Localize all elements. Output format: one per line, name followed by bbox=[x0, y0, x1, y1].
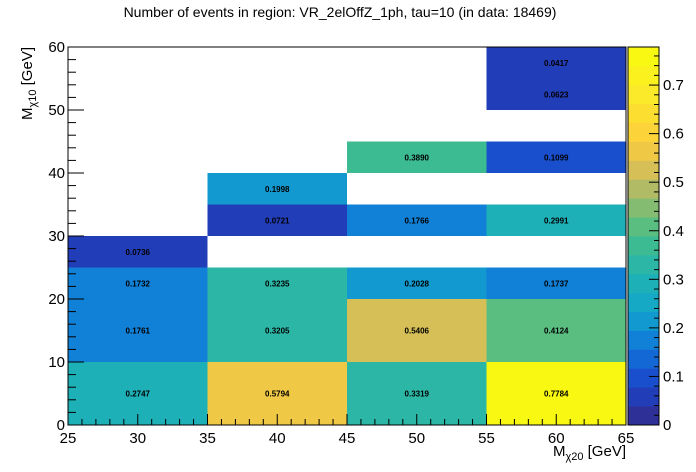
cell-value-label: 0.2991 bbox=[544, 216, 569, 225]
heatmap-cell bbox=[486, 204, 626, 236]
colorbar-swatch bbox=[628, 236, 659, 256]
colorbar-swatch bbox=[628, 122, 659, 142]
x-tick-label: 50 bbox=[408, 430, 425, 447]
y-tick-label: 10 bbox=[48, 354, 65, 371]
colorbar-axis: 0 0.1 0.2 0.3 0.4 0.5 0.6 0.7 bbox=[649, 55, 684, 434]
colorbar-swatch bbox=[628, 84, 659, 105]
x-tick-label: 40 bbox=[269, 430, 286, 447]
colorbar-swatch bbox=[628, 141, 659, 161]
heatmap-cell bbox=[486, 78, 626, 110]
cell-value-label: 0.1998 bbox=[265, 185, 290, 194]
cell-value-label: 0.3235 bbox=[265, 279, 290, 288]
colorbar-tick-label: 0.6 bbox=[663, 126, 684, 143]
heatmap-cell bbox=[207, 173, 347, 205]
heatmap-cell bbox=[68, 236, 208, 268]
cell-value-label: 0.2028 bbox=[405, 279, 430, 288]
x-tick-label: 25 bbox=[60, 430, 77, 447]
y-axis-label-sub: χ10 bbox=[27, 90, 39, 108]
colorbar-swatch bbox=[628, 47, 659, 67]
chart-title: Number of events in region: VR_2elOffZ_1… bbox=[124, 4, 557, 20]
cell-value-label: 0.3205 bbox=[265, 327, 290, 336]
y-axis-label-main: M bbox=[19, 108, 36, 121]
heatmap-cell-labels: 0.2747 0.5794 0.3319 0.7784 0.1761 0.3205 0.54… bbox=[126, 59, 570, 399]
y-tick-label: 0 bbox=[57, 417, 65, 434]
colorbar-tick-label: 0.1 bbox=[663, 368, 684, 385]
y-tick-label: 50 bbox=[48, 102, 65, 119]
x-axis: 25 30 35 40 45 50 55 60 65 bbox=[60, 414, 635, 447]
heatmap-cells bbox=[68, 47, 626, 425]
x-axis-label: Mχ20 [GeV] bbox=[553, 443, 626, 463]
x-tick-label: 60 bbox=[548, 430, 565, 447]
x-tick-label: 30 bbox=[129, 430, 146, 447]
colorbar-swatch bbox=[628, 387, 659, 407]
colorbar-swatch bbox=[628, 65, 659, 86]
heatmap-cell bbox=[207, 299, 347, 362]
cell-value-label: 0.3890 bbox=[405, 153, 430, 162]
colorbar-swatch bbox=[628, 311, 659, 331]
colorbar-swatch bbox=[628, 292, 659, 312]
cell-value-label: 0.2747 bbox=[126, 390, 151, 399]
cell-value-label: 0.1737 bbox=[544, 279, 569, 288]
x-tick-label: 45 bbox=[339, 430, 356, 447]
cell-value-label: 0.3319 bbox=[405, 390, 430, 399]
y-axis: 0 10 20 30 40 50 60 bbox=[48, 39, 84, 434]
heatmap-cell bbox=[486, 47, 626, 79]
y-tick-label: 30 bbox=[48, 228, 65, 245]
y-axis-label-unit: [GeV] bbox=[19, 47, 36, 90]
cell-value-label: 0.0623 bbox=[544, 90, 569, 99]
colorbar-swatch bbox=[628, 217, 659, 237]
x-axis-label-main: M bbox=[553, 443, 566, 460]
x-axis-label-sub: χ20 bbox=[565, 451, 583, 463]
colorbar-tick-label: 0.5 bbox=[663, 174, 684, 191]
colorbar-tick-label: 0.2 bbox=[663, 320, 684, 337]
colorbar-tick-label: 0.7 bbox=[663, 77, 684, 94]
colorbar-swatch bbox=[628, 198, 659, 218]
colorbar-swatch bbox=[628, 254, 659, 275]
cell-value-label: 0.1732 bbox=[126, 279, 151, 288]
colorbar-tick-label: 0.3 bbox=[663, 271, 684, 288]
cell-value-label: 0.5794 bbox=[265, 390, 290, 399]
cell-value-label: 0.1761 bbox=[126, 327, 151, 336]
colorbar-swatch bbox=[628, 368, 659, 388]
heatmap-cell bbox=[207, 204, 347, 236]
colorbar-swatch bbox=[628, 406, 659, 426]
heatmap-cell bbox=[68, 299, 208, 362]
heatmap-cell bbox=[207, 267, 347, 299]
y-axis-label: Mχ10 [GeV] bbox=[19, 47, 39, 120]
heatmap-cell bbox=[486, 267, 626, 299]
colorbar-swatch bbox=[628, 349, 659, 369]
x-axis-label-unit: [GeV] bbox=[583, 443, 626, 460]
cell-value-label: 0.0721 bbox=[265, 216, 290, 225]
cell-value-label: 0.0417 bbox=[544, 59, 569, 68]
heatmap-cell bbox=[347, 141, 487, 173]
colorbar-tick-label: 0 bbox=[663, 417, 671, 434]
x-tick-label: 65 bbox=[618, 430, 635, 447]
x-tick-label: 55 bbox=[478, 430, 495, 447]
cell-value-label: 0.1099 bbox=[544, 153, 569, 162]
cell-value-label: 0.4124 bbox=[544, 327, 569, 336]
y-tick-label: 60 bbox=[48, 39, 65, 56]
colorbar-swatch bbox=[628, 273, 659, 294]
y-tick-label: 20 bbox=[48, 291, 65, 308]
heatmap-cell bbox=[68, 267, 208, 299]
colorbar-swatch bbox=[628, 330, 659, 350]
y-tick-label: 40 bbox=[48, 165, 65, 182]
colorbar-frame bbox=[627, 46, 660, 426]
cell-value-label: 0.7784 bbox=[544, 390, 569, 399]
colorbar-swatch bbox=[628, 179, 659, 199]
colorbar-swatch bbox=[628, 160, 659, 180]
cell-value-label: 0.5406 bbox=[405, 327, 430, 336]
x-tick-label: 35 bbox=[199, 430, 216, 447]
cell-value-label: 0.0736 bbox=[126, 248, 151, 257]
heatmap-cell bbox=[347, 267, 487, 299]
heatmap-cell bbox=[347, 299, 487, 362]
heatmap-cell bbox=[347, 204, 487, 236]
colorbar-tick-label: 0.4 bbox=[663, 223, 684, 240]
colorbar bbox=[627, 46, 660, 426]
heatmap-cell bbox=[486, 141, 626, 173]
cell-value-label: 0.1766 bbox=[405, 216, 430, 225]
colorbar-swatch bbox=[628, 103, 659, 123]
heatmap-cell bbox=[486, 299, 626, 362]
